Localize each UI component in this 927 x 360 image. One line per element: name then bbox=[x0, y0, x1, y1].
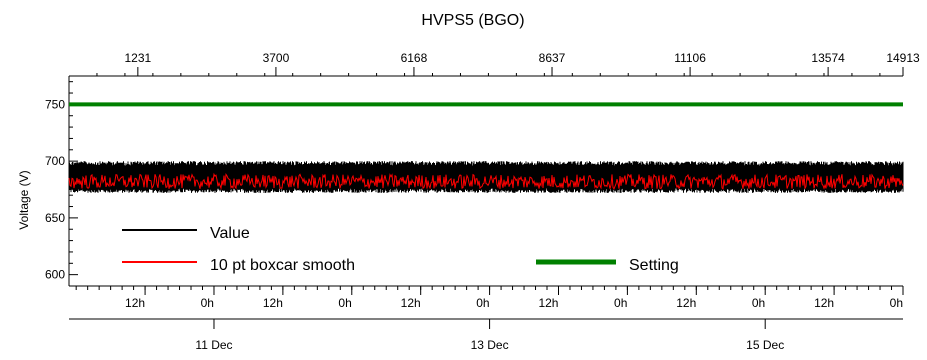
legend: Value 10 pt boxcar smooth Setting bbox=[122, 225, 679, 274]
legend-label-smooth: 10 pt boxcar smooth bbox=[210, 257, 355, 274]
chart-title: HVPS5 (BGO) bbox=[421, 12, 524, 29]
bottom-hour-label: 12h bbox=[125, 296, 145, 310]
bottom-hour-label: 0h bbox=[752, 296, 765, 310]
top-tick-label: 11106 bbox=[674, 51, 706, 65]
bottom-hour-label: 0h bbox=[890, 296, 903, 310]
series-smooth-line bbox=[68, 172, 904, 191]
top-tick-label: 1231 bbox=[124, 51, 151, 65]
date-label: 15 Dec bbox=[746, 338, 784, 352]
bottom-hour-label: 12h bbox=[263, 296, 283, 310]
top-tick-label: 8637 bbox=[539, 51, 566, 65]
bottom-axis: 12h 0h 12h 0h 12h 0h 12h 0h 12h 0h 12h 0h 11 Dec 13 D… bbox=[69, 285, 904, 352]
legend-label-setting: Setting bbox=[629, 257, 679, 274]
y-tick-label: 600 bbox=[45, 268, 65, 282]
y-tick-label: 750 bbox=[45, 97, 65, 111]
bottom-hour-label: 0h bbox=[338, 296, 351, 310]
date-label: 11 Dec bbox=[195, 338, 232, 352]
bottom-hour-label: 12h bbox=[676, 296, 696, 310]
y-tick-label: 650 bbox=[45, 211, 65, 225]
top-tick-label: 6168 bbox=[401, 51, 428, 65]
top-tick-label: 13574 bbox=[811, 51, 845, 65]
bottom-hour-label: 0h bbox=[201, 296, 214, 310]
top-tick-label: 14913 bbox=[886, 51, 920, 65]
legend-label-value: Value bbox=[210, 225, 250, 242]
y-axis: 600 650 700 750 bbox=[45, 76, 78, 286]
top-tick-label: 3700 bbox=[263, 51, 290, 65]
plot-area bbox=[68, 102, 904, 193]
bottom-hour-label: 12h bbox=[814, 296, 834, 310]
bottom-hour-label: 12h bbox=[538, 296, 558, 310]
y-tick-label: 700 bbox=[45, 154, 65, 168]
y-axis-label: Voltage (V) bbox=[17, 170, 31, 229]
bottom-hour-label: 12h bbox=[401, 296, 421, 310]
top-axis: 1231 3700 6168 8637 11106 13574 14913 bbox=[69, 51, 920, 77]
bottom-hour-label: 0h bbox=[614, 296, 627, 310]
date-label: 13 Dec bbox=[471, 338, 509, 352]
bottom-hour-label: 0h bbox=[476, 296, 489, 310]
